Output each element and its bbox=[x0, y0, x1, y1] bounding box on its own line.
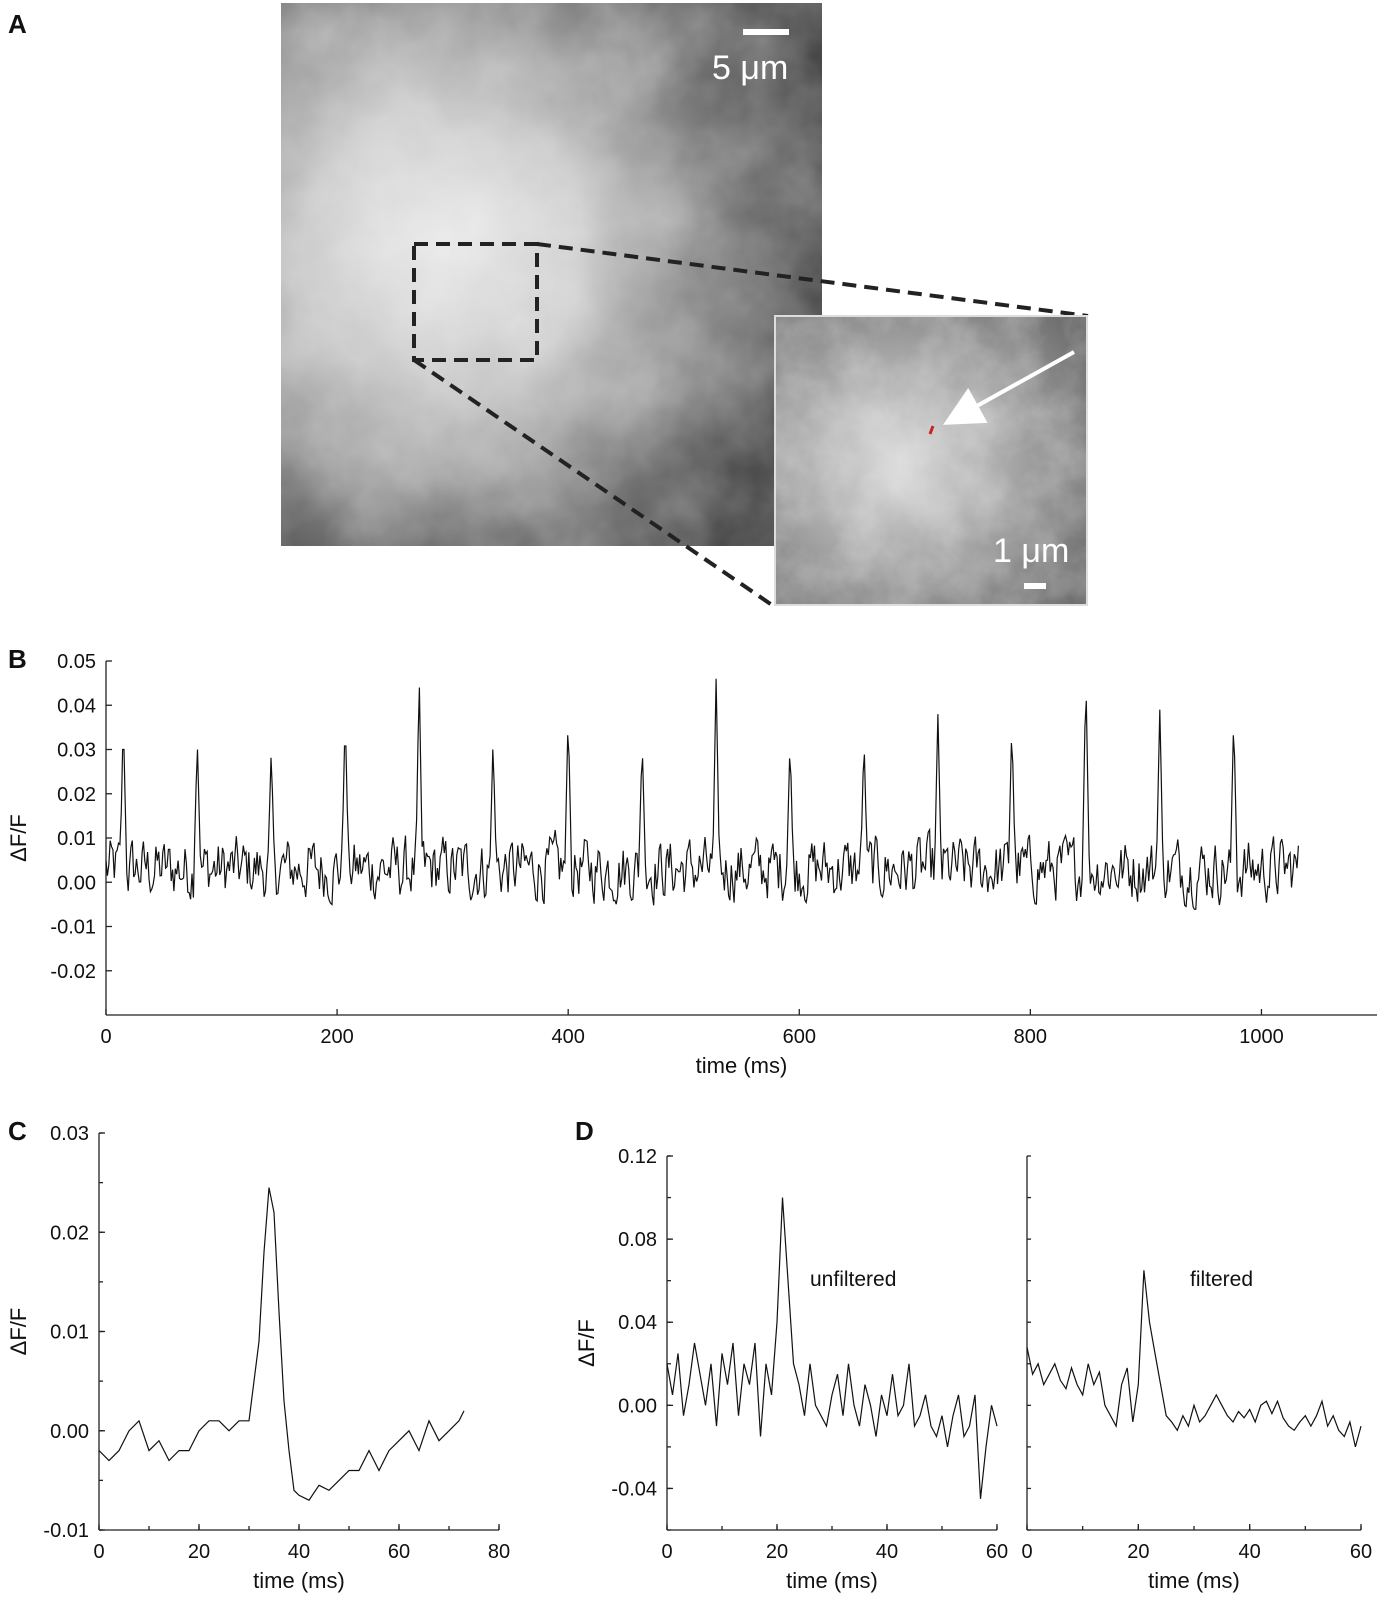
y-tick-label: 0.02 bbox=[50, 1222, 89, 1244]
y-axis-title: ΔF/F bbox=[6, 1308, 31, 1356]
y-tick-label: -0.04 bbox=[611, 1478, 657, 1500]
chart-d-unfiltered: 0 20 40 60 0.12 0.08 0.04 0.00 -0.04 time (ms) ΔF/… bbox=[574, 1146, 1008, 1593]
x-tick-label: 0 bbox=[1021, 1541, 1032, 1563]
x-tick-label: 80 bbox=[488, 1541, 510, 1563]
y-tick-label: -0.01 bbox=[43, 1520, 89, 1542]
microscopy-main-image bbox=[281, 3, 822, 546]
y-tick-label: 0.12 bbox=[618, 1146, 657, 1168]
chart-d-filtered: 0 20 40 60 time (ms) bbox=[1021, 1155, 1372, 1593]
y-tick-label: 0.02 bbox=[57, 784, 96, 806]
x-tick-label: 0 bbox=[93, 1541, 104, 1563]
panel-letter-a: A bbox=[8, 9, 27, 39]
y-tick-label: -0.01 bbox=[50, 917, 96, 939]
x-tick-label: 1000 bbox=[1239, 1026, 1284, 1048]
y-tick-label: 0.00 bbox=[50, 1421, 89, 1443]
arrow-icon bbox=[943, 350, 1075, 425]
annotation-unfiltered: unfiltered bbox=[810, 1268, 896, 1291]
x-tick-label: 40 bbox=[1239, 1541, 1261, 1563]
x-axis-title: time (ms) bbox=[1148, 1568, 1240, 1593]
annotation-filtered: filtered bbox=[1190, 1268, 1253, 1291]
zoom-connector-bottom bbox=[412, 358, 774, 607]
x-axis-title: time (ms) bbox=[786, 1568, 878, 1593]
y-tick-label: 0.03 bbox=[50, 1123, 89, 1145]
y-axis-title: ΔF/F bbox=[6, 814, 31, 862]
x-tick-label: 20 bbox=[766, 1541, 788, 1563]
scalebar-5um-label: 5 μm bbox=[712, 49, 788, 87]
zoom-region-box bbox=[412, 242, 539, 362]
chart-c: 0 20 40 60 80 0.03 0.02 0.01 0.00 -0.01 time (ms) Δ… bbox=[6, 1123, 510, 1593]
y-tick-label: 0.04 bbox=[57, 695, 96, 717]
y-tick-label: 0.08 bbox=[618, 1229, 657, 1251]
y-tick-label: 0.04 bbox=[618, 1312, 657, 1334]
x-tick-label: 20 bbox=[188, 1541, 210, 1563]
y-tick-label: 0.03 bbox=[57, 740, 96, 762]
y-tick-label: -0.02 bbox=[50, 961, 96, 983]
x-tick-label: 40 bbox=[288, 1541, 310, 1563]
panel-letter-b: B bbox=[8, 644, 27, 674]
y-tick-label: 0.00 bbox=[57, 872, 96, 894]
scalebar-1um-label: 1 μm bbox=[993, 532, 1069, 570]
trace-d-unfiltered bbox=[666, 1197, 998, 1499]
x-tick-label: 600 bbox=[783, 1026, 816, 1048]
x-tick-label: 800 bbox=[1014, 1026, 1047, 1048]
x-tick-label: 20 bbox=[1127, 1541, 1149, 1563]
x-axis-title: time (ms) bbox=[696, 1053, 788, 1078]
y-tick-label: 0.01 bbox=[57, 828, 96, 850]
y-axis-title: ΔF/F bbox=[574, 1319, 599, 1367]
x-tick-label: 60 bbox=[1350, 1541, 1372, 1563]
scalebar-1um bbox=[1024, 583, 1046, 589]
panel-letter-d: D bbox=[575, 1116, 594, 1146]
trace-b bbox=[105, 678, 1299, 910]
x-tick-label: 0 bbox=[661, 1541, 672, 1563]
x-tick-label: 60 bbox=[986, 1541, 1008, 1563]
roi-marker bbox=[928, 425, 935, 435]
microscopy-inset-image bbox=[774, 315, 1088, 606]
y-tick-label: 0.00 bbox=[618, 1395, 657, 1417]
x-tick-label: 40 bbox=[876, 1541, 898, 1563]
trace-c bbox=[98, 1187, 465, 1501]
x-tick-label: 60 bbox=[388, 1541, 410, 1563]
y-tick-label: 0.01 bbox=[50, 1322, 89, 1344]
chart-b: 0 200 400 600 800 1000 0.05 0.04 0.03 0.02 0.01 0.0… bbox=[6, 651, 1377, 1078]
trace-d-filtered bbox=[1026, 1270, 1362, 1448]
x-axis-title: time (ms) bbox=[253, 1568, 345, 1593]
y-tick-label: 0.05 bbox=[57, 651, 96, 673]
scalebar-5um bbox=[743, 29, 789, 35]
x-tick-label: 200 bbox=[320, 1026, 353, 1048]
x-tick-label: 400 bbox=[551, 1026, 584, 1048]
panel-letter-c: C bbox=[8, 1116, 27, 1146]
x-tick-label: 0 bbox=[100, 1026, 111, 1048]
zoom-connector-top bbox=[536, 242, 1089, 318]
